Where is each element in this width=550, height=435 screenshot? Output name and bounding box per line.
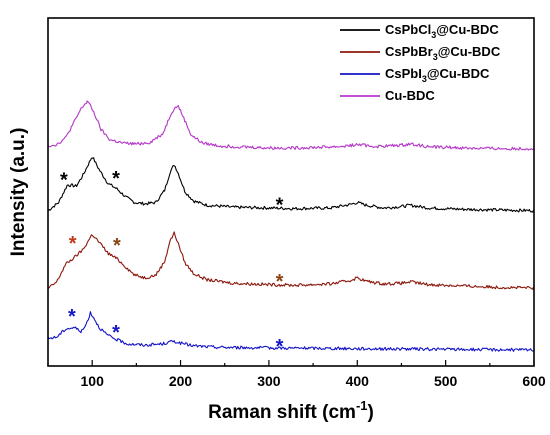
x-axis-title-sup: -1 (356, 398, 368, 413)
peak-marker-8: * (276, 336, 284, 358)
legend: CsPbCl3@Cu-BDC CsPbBr3@Cu-BDC CsPbI3@Cu-BD… (340, 22, 501, 103)
peak-marker-2: * (276, 195, 284, 217)
peak-marker-1: * (112, 168, 120, 190)
x-axis-title-end: ) (368, 402, 374, 423)
peak-marker-6: * (68, 306, 76, 328)
legend-label-0: CsPbCl3@Cu-BDC (385, 22, 499, 40)
x-axis-title-main: Raman shift (cm (208, 402, 356, 423)
peak-marker-4: * (113, 235, 121, 257)
series-halo-1 (48, 231, 535, 290)
legend-label-3: Cu-BDC (385, 88, 435, 103)
legend-label-2: CsPbI3@Cu-BDC (385, 66, 490, 84)
x-tick-label: 300 (257, 373, 281, 389)
series-line-2 (47, 311, 534, 352)
series-line-3 (47, 100, 534, 151)
plot-frame (47, 17, 535, 367)
legend-label-1: CsPbBr3@Cu-BDC (385, 44, 501, 62)
x-tick-label: 600 (522, 373, 546, 389)
x-tick-layer: 100 200 300 400 500 600 (47, 360, 546, 389)
y-axis-title: Intensity (a.u.) (8, 128, 29, 257)
x-tick-label: 200 (169, 373, 193, 389)
peak-marker-3: * (69, 233, 77, 255)
series-line-0 (47, 157, 535, 213)
series-layer (47, 100, 535, 352)
peak-marker-7: * (112, 322, 120, 344)
peak-marker-layer: * * * * * * * * * (60, 168, 284, 358)
x-axis-title: Raman shift (cm-1) (208, 398, 374, 423)
peak-marker-5: * (276, 271, 284, 293)
x-tick-label: 100 (81, 373, 105, 389)
x-tick-label: 500 (434, 373, 458, 389)
series-line-1 (48, 231, 535, 290)
x-tick-label: 400 (346, 373, 370, 389)
peak-marker-0: * (60, 169, 68, 191)
